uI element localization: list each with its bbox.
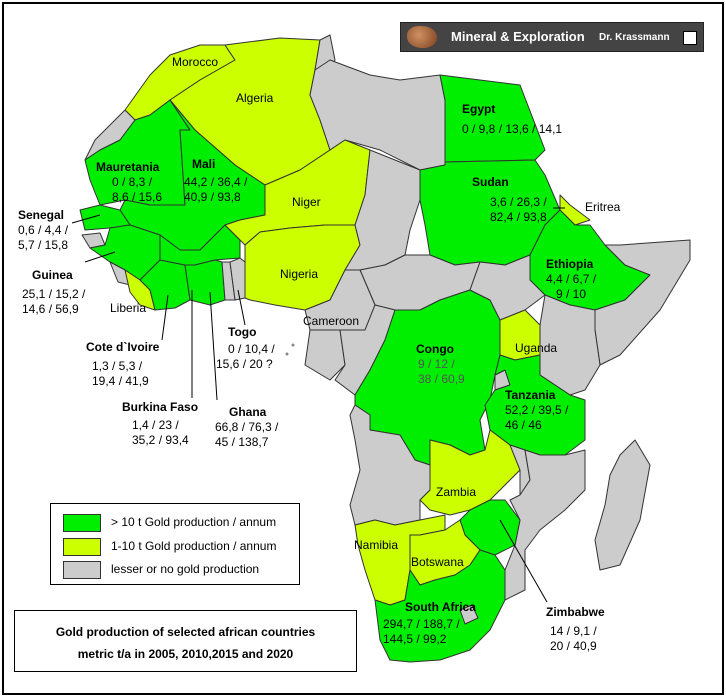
egypt-values: 0 / 9,8 / 13,6 / 14,1 [462,122,563,136]
country-egypt [439,74,546,163]
south-africa-name: South Africa [405,600,476,614]
burkina-faso-name: Burkina Faso [122,400,199,414]
map-legend: > 10 t Gold production / annum 1-10 t Go… [50,503,300,585]
label-guinea: Guinea 25,1 / 15,2 / 14,6 / 56,9 [22,268,85,317]
label-sudan: Sudan 3,6 / 26,3 / 82,4 / 93,8 [472,175,547,225]
south-africa-values-1: 294,7 / 188,7 / [383,617,460,631]
congo-values-2: 38 / 60,9 [418,372,465,386]
country-ghana [184,259,226,306]
caption-line-1: Gold production of selected african coun… [55,625,316,639]
legend-swatch-medium [63,538,101,556]
label-algeria: Algeria [236,91,274,105]
label-liberia: Liberia [110,301,147,315]
togo-name: Togo [228,325,257,339]
label-burkina-faso: Burkina Faso 1,4 / 23 / 35,2 / 93,4 [122,400,198,448]
zimbabwe-values-1: 14 / 9,1 / [550,624,597,638]
togo-values-2: 15,6 / 20 ? [216,357,273,371]
banner-title: Mineral & Exploration [451,29,585,44]
congo-values-1: 9 / 12 / [418,357,455,371]
label-zambia: Zambia [436,485,477,499]
label-tanzania: Tanzania 52,2 / 39,5 / 46 / 46 [505,388,568,433]
caption-line-2: metric t/a in 2005, 2010,2015 and 2020 [77,647,294,661]
label-togo: Togo 0 / 10,4 / 15,6 / 20 ? [216,325,275,372]
label-uganda: Uganda [515,341,558,355]
cote-divoire-name: Cote d`Ivoire [86,340,160,354]
senegal-values-1: 0,6 / 4,4 / [18,223,69,237]
logo-icon [683,31,697,45]
label-ethiopia: Ethiopia 4,4 / 6,7 / 9 / 10 [546,257,596,302]
guinea-name: Guinea [32,268,73,282]
legend-label-low: lesser or no gold production [111,562,260,576]
country-lesotho [459,604,479,625]
legend-swatch-high [63,514,101,532]
map-caption: Gold production of selected african coun… [14,610,357,672]
country-zambia [419,429,521,516]
guinea-values-1: 25,1 / 15,2 / [22,287,86,301]
tanzania-values-2: 46 / 46 [505,418,542,432]
mali-values-2: 40,9 / 93,8 [184,190,241,204]
label-congo: Congo 9 / 12 / 38 / 60,9 [416,342,465,387]
legend-swatch-low [63,561,101,579]
mali-name: Mali [192,157,216,171]
label-morocco: Morocco [172,55,219,69]
mauretania-values-1: 0 / 8,3 / [112,175,153,189]
label-mauretania: Mauretania 0 / 8,3 / 8,6 / 15,6 [96,160,162,205]
zimbabwe-name: Zimbabwe [546,605,605,619]
ghana-values-2: 45 / 138,7 [215,435,269,449]
mauretania-name: Mauretania [96,160,160,174]
senegal-values-2: 5,7 / 15,8 [18,238,69,252]
cote-divoire-values-1: 1,3 / 5,3 / [92,359,143,373]
label-south-africa: South Africa 294,7 / 188,7 / 144,5 / 99,… [383,600,476,647]
ghana-name: Ghana [229,405,267,419]
label-egypt: Egypt 0 / 9,8 / 13,6 / 14,1 [462,102,562,137]
ethiopia-values-2: 9 / 10 [556,287,587,301]
burkina-faso-values-2: 35,2 / 93,4 [132,433,189,447]
sudan-values-1: 3,6 / 26,3 / [490,195,547,209]
country-gabon [304,329,346,381]
mali-values-1: 44,2 / 36,4 / [184,175,248,189]
label-cameroon: Cameroon [303,314,360,328]
togo-values-1: 0 / 10,4 / [228,342,275,356]
tanzania-values-1: 52,2 / 39,5 / [505,403,569,417]
country-south-africa [374,549,506,663]
zimbabwe-values-2: 20 / 40,9 [550,639,597,653]
senegal-name: Senegal [18,208,65,222]
guinea-values-2: 14,6 / 56,9 [22,302,79,316]
label-ghana: Ghana 66,8 / 76,3 / 45 / 138,7 [215,405,278,450]
country-libya [309,59,446,171]
label-cote-divoire: Cote d`Ivoire 1,3 / 5,3 / 19,4 / 41,9 [86,340,159,389]
mauretania-values-2: 8,6 / 15,6 [112,190,163,204]
sudan-values-2: 82,4 / 93,8 [490,210,547,224]
label-niger: Niger [292,195,321,209]
legend-label-medium: 1-10 t Gold production / annum [111,539,277,553]
label-namibia: Namibia [354,538,399,552]
label-mali: Mali 44,2 / 36,4 / 40,9 / 93,8 [184,157,247,205]
south-africa-values-2: 144,5 / 99,2 [383,632,447,646]
congo-name: Congo [416,342,454,356]
label-eritrea: Eritrea [585,200,621,214]
legend-label-high: > 10 t Gold production / annum [111,515,277,529]
label-senegal: Senegal 0,6 / 4,4 / 5,7 / 15,8 [18,208,68,253]
banner-author: Dr. Krassmann [599,32,670,43]
sudan-name: Sudan [472,175,509,189]
burkina-faso-values-1: 1,4 / 23 / [132,418,179,432]
brand-banner: Mineral & Exploration Dr. Krassmann [400,22,704,52]
tanzania-name: Tanzania [505,388,556,402]
label-botswana: Botswana [411,555,464,569]
mineral-rock-icon [407,26,437,48]
cote-divoire-values-2: 19,4 / 41,9 [92,374,149,388]
ethiopia-name: Ethiopia [546,257,594,271]
country-south-sudan [469,254,546,321]
ethiopia-values-1: 4,4 / 6,7 / [546,272,597,286]
country-madagascar [594,439,651,571]
label-nigeria: Nigeria [280,267,319,281]
ghana-values-1: 66,8 / 76,3 / [215,420,279,434]
label-zimbabwe: Zimbabwe 14 / 9,1 / 20 / 40,9 [546,605,605,654]
egypt-name: Egypt [462,102,496,116]
